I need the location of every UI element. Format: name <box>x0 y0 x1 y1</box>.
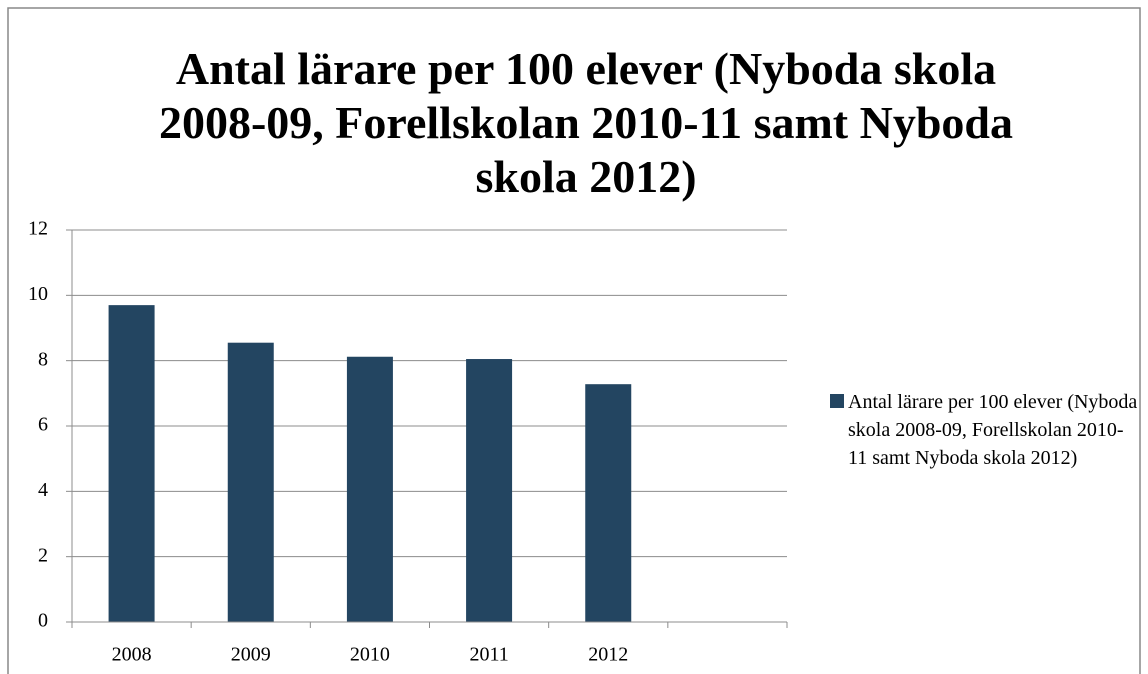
y-tick-label: 12 <box>28 218 48 240</box>
y-tick-label: 10 <box>28 283 48 305</box>
bar <box>108 305 155 622</box>
x-tick-label: 2011 <box>469 644 508 666</box>
legend-entry: Antal lärare per 100 elever (Nyboda skol… <box>830 388 1140 472</box>
y-tick-label: 8 <box>38 348 48 370</box>
x-tick-label: 2012 <box>588 644 628 666</box>
x-tick-label: 2010 <box>350 644 390 666</box>
legend-swatch <box>830 394 844 408</box>
x-tick-label: 2009 <box>231 644 271 666</box>
x-tick-label: 2008 <box>112 644 152 666</box>
chart-title: Antal lärare per 100 elever (Nyboda skol… <box>158 43 1014 202</box>
y-tick-label: 0 <box>38 610 48 632</box>
y-tick-label: 4 <box>38 479 48 501</box>
bar <box>227 342 274 622</box>
y-tick-label: 2 <box>38 544 48 566</box>
bar <box>585 384 632 622</box>
legend: Antal lärare per 100 elever (Nyboda skol… <box>830 388 1140 472</box>
y-tick-label: 6 <box>38 414 48 436</box>
legend-label: Antal lärare per 100 elever (Nyboda skol… <box>848 391 1138 469</box>
bar <box>346 356 393 622</box>
chart-frame <box>7 7 1141 674</box>
bar <box>466 359 513 622</box>
